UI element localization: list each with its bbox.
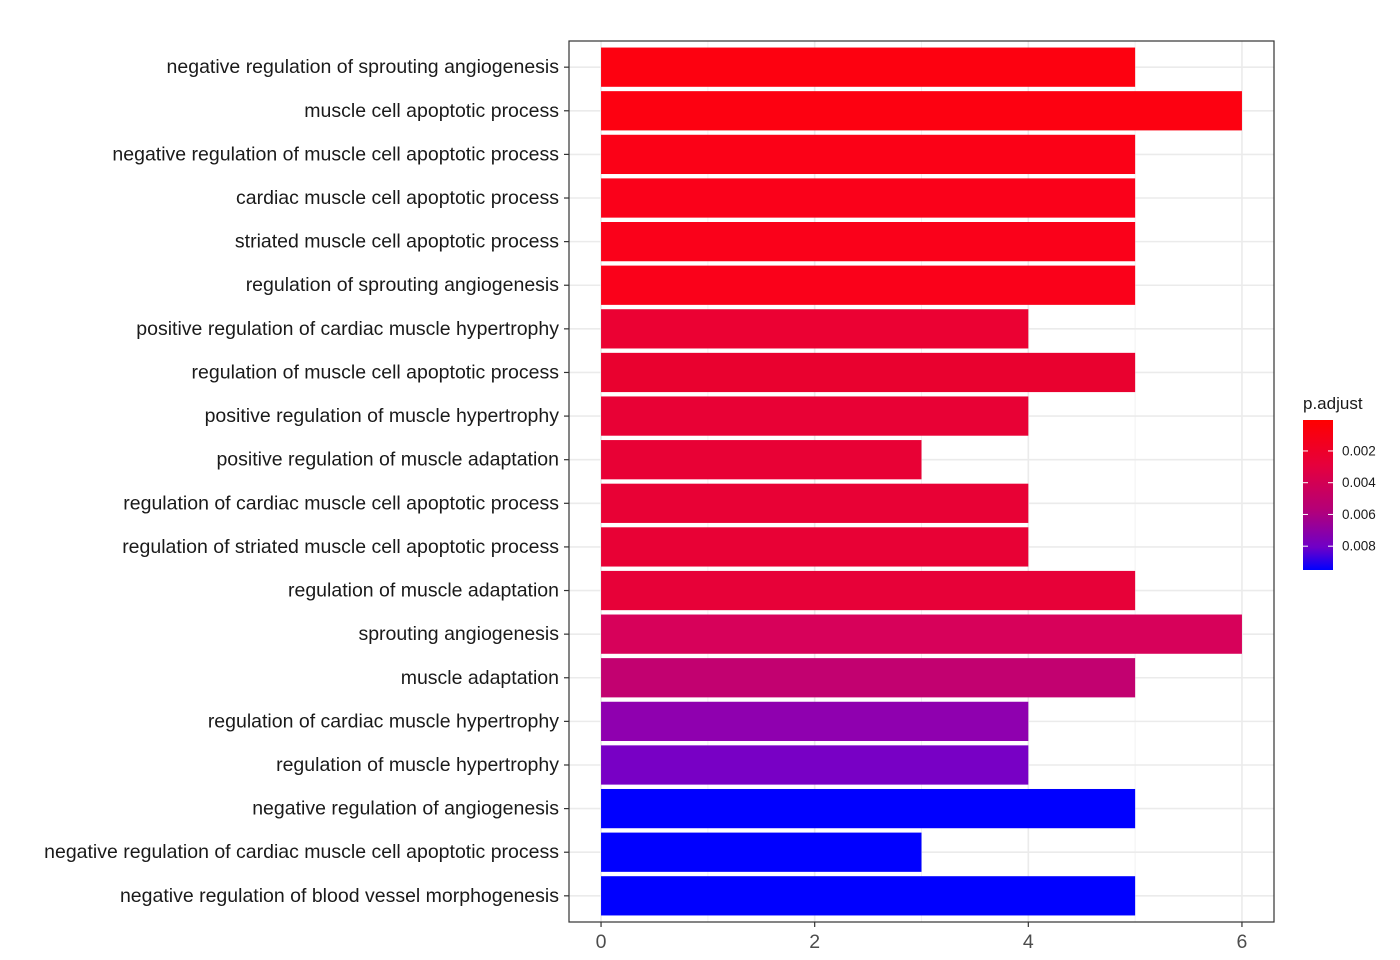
y-tick-label: regulation of striated muscle cell apopt… (122, 536, 559, 558)
x-tick-label: 0 (596, 931, 607, 953)
bar (601, 352, 1136, 393)
bar (601, 483, 1029, 523)
bar (601, 134, 1136, 175)
y-tick-label: regulation of muscle hypertrophy (276, 754, 559, 776)
color-legend: p.adjust 0.002 0.004 0.006 0.008 (1303, 394, 1376, 570)
legend-tick-label: 0.006 (1342, 507, 1376, 522)
y-tick-label: muscle cell apoptotic process (304, 100, 559, 122)
bar (601, 745, 1029, 785)
bar (601, 178, 1136, 218)
y-tick-label: negative regulation of angiogenesis (252, 798, 559, 820)
bar (601, 440, 922, 480)
bar (601, 658, 1136, 698)
y-tick-label: regulation of muscle adaptation (288, 580, 559, 602)
y-tick-label: striated muscle cell apoptotic process (235, 231, 559, 253)
legend-ticks: 0.002 0.004 0.006 0.008 (1303, 443, 1376, 554)
x-tick-label: 6 (1237, 931, 1248, 953)
bar (601, 527, 1029, 567)
bars (601, 47, 1242, 916)
x-axis: 0 2 4 6 (596, 922, 1248, 953)
legend-tick-label: 0.002 (1342, 443, 1376, 458)
x-tick-label: 2 (809, 931, 820, 953)
y-tick-label: regulation of cardiac muscle hypertrophy (208, 710, 559, 732)
y-tick-label: negative regulation of muscle cell apopt… (112, 143, 559, 165)
y-tick-label: regulation of muscle cell apoptotic proc… (192, 361, 560, 383)
y-tick-label: regulation of cardiac muscle cell apopto… (123, 492, 559, 514)
legend-tick-label: 0.008 (1342, 539, 1376, 554)
y-tick-label: regulation of sprouting angiogenesis (246, 274, 560, 296)
y-tick-label: positive regulation of cardiac muscle hy… (136, 318, 559, 340)
legend-title: p.adjust (1303, 394, 1363, 413)
y-tick-label: positive regulation of muscle adaptation (216, 449, 559, 471)
legend-tick-label: 0.004 (1342, 475, 1376, 490)
bar (601, 876, 1136, 916)
bar (601, 309, 1029, 349)
bar (601, 265, 1136, 305)
bar (601, 614, 1242, 654)
bar (601, 47, 1136, 87)
y-tick-label: positive regulation of muscle hypertroph… (205, 405, 560, 427)
y-tick-label: negative regulation of sprouting angioge… (167, 56, 560, 78)
bar (601, 832, 922, 872)
bar (601, 788, 1136, 829)
y-tick-label: negative regulation of cardiac muscle ce… (44, 841, 559, 863)
y-tick-label: negative regulation of blood vessel morp… (120, 885, 559, 907)
bar (601, 91, 1242, 131)
bar (601, 570, 1136, 611)
panel-border (568, 40, 1275, 923)
y-tick-label: muscle adaptation (401, 667, 559, 689)
y-tick-label: sprouting angiogenesis (358, 623, 559, 645)
legend-colorbar (1303, 420, 1333, 570)
bar (601, 221, 1136, 262)
bar (601, 396, 1029, 436)
x-tick-label: 4 (1023, 931, 1034, 953)
y-tick-label: cardiac muscle cell apoptotic process (236, 187, 559, 209)
y-axis: negative regulation of sprouting angioge… (44, 56, 569, 907)
bar (601, 701, 1029, 742)
